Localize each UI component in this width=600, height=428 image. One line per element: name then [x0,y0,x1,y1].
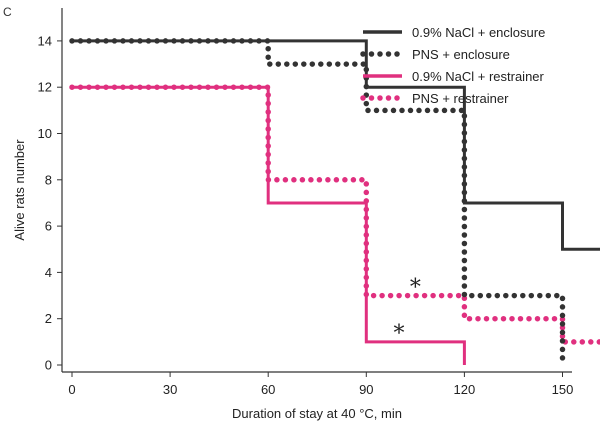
y-axis-label: Alive rats number [12,139,27,241]
y-tick-label: 2 [45,311,52,326]
panel-label: C [3,5,12,19]
x-tick-label: 90 [359,382,373,397]
y-tick-label: 14 [38,33,52,48]
legend: 0.9% NaCl + enclosure PNS + enclosure 0.9%… [360,25,545,106]
tick-group: 030609012015018021002468101214 [38,33,574,397]
legend-label: PNS + enclosure [412,47,510,62]
y-tick-label: 6 [45,219,52,234]
x-tick-label: 30 [163,382,177,397]
y-tick-label: 4 [45,265,52,280]
legend-label: PNS + restrainer [412,91,509,106]
x-tick-label: 150 [552,382,574,397]
y-tick-label: 8 [45,172,52,187]
series-line-2 [69,38,566,368]
series-line-1 [72,39,600,251]
x-axis-label: Duration of stay at 40 °C, min [232,406,402,421]
annotation-marker: * [394,322,405,347]
legend-label: 0.9% NaCl + enclosure [412,25,545,40]
series-line-4 [69,84,600,345]
y-tick-label: 12 [38,80,52,95]
x-tick-label: 120 [454,382,476,397]
axes [61,8,572,373]
plot-area [69,38,600,368]
y-tick-label: 0 [45,358,52,373]
y-tick-label: 10 [38,126,52,141]
annotation-group: †** [394,275,421,347]
annotation-marker: * [410,275,421,300]
legend-label: 0.9% NaCl + restrainer [412,69,545,84]
x-tick-label: 0 [68,382,75,397]
x-tick-label: 60 [261,382,275,397]
